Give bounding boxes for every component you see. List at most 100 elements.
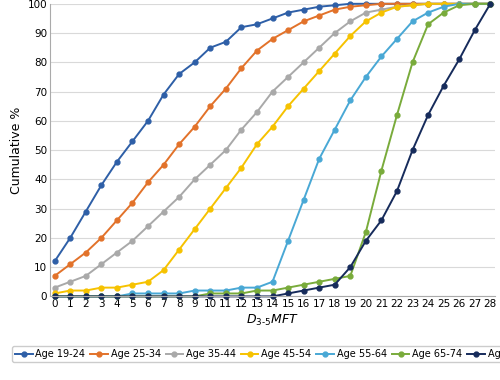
Age 35-44 <box>114 250 120 255</box>
Age 65-74 <box>130 294 136 299</box>
Age 75+ <box>472 28 478 32</box>
Age 45-54 <box>67 288 73 293</box>
Age 55-64 <box>98 294 104 299</box>
Age 75+ <box>348 265 354 269</box>
Age 65-74 <box>410 60 416 65</box>
Age 55-64 <box>114 294 120 299</box>
Age 55-64 <box>394 36 400 41</box>
Age 35-44 <box>270 89 276 94</box>
Age 75+ <box>394 189 400 193</box>
Age 19-24 <box>410 2 416 6</box>
Age 19-24 <box>440 2 446 6</box>
Age 19-24 <box>254 22 260 27</box>
Age 35-44 <box>145 224 151 228</box>
Y-axis label: Cumulative %: Cumulative % <box>10 106 24 194</box>
Age 35-44 <box>254 110 260 114</box>
Age 19-24 <box>378 2 384 6</box>
Age 19-24 <box>332 3 338 8</box>
Age 19-24 <box>223 40 229 44</box>
Age 65-74 <box>176 294 182 299</box>
Age 19-24 <box>238 25 244 30</box>
Age 55-64 <box>332 127 338 132</box>
Age 19-24 <box>67 236 73 240</box>
Age 35-44 <box>348 19 354 24</box>
Age 65-74 <box>145 294 151 299</box>
Age 65-74 <box>378 168 384 173</box>
Age 45-54 <box>208 206 214 211</box>
Age 25-34 <box>363 3 369 8</box>
Age 65-74 <box>348 274 354 278</box>
Age 25-34 <box>176 142 182 147</box>
Line: Age 35-44: Age 35-44 <box>52 2 493 290</box>
Age 55-64 <box>425 10 431 15</box>
Age 25-34 <box>208 104 214 109</box>
Age 25-34 <box>472 2 478 6</box>
Age 45-54 <box>254 142 260 147</box>
Age 65-74 <box>254 288 260 293</box>
Legend: Age 19-24, Age 25-34, Age 35-44, Age 45-54, Age 55-64, Age 65-74, Age 75+: Age 19-24, Age 25-34, Age 35-44, Age 45-… <box>12 346 500 362</box>
Age 55-64 <box>316 157 322 161</box>
Age 55-64 <box>472 2 478 6</box>
Age 55-64 <box>254 285 260 290</box>
Age 25-34 <box>394 2 400 6</box>
Age 19-24 <box>285 10 291 15</box>
Age 75+ <box>425 113 431 117</box>
Line: Age 75+: Age 75+ <box>52 2 493 299</box>
Age 45-54 <box>488 2 494 6</box>
Age 55-64 <box>52 294 58 299</box>
Age 55-64 <box>410 19 416 24</box>
Age 55-64 <box>238 285 244 290</box>
Age 75+ <box>488 2 494 6</box>
Age 35-44 <box>208 163 214 167</box>
Age 45-54 <box>176 247 182 252</box>
Line: Age 45-54: Age 45-54 <box>52 2 493 296</box>
Age 75+ <box>332 282 338 287</box>
Age 25-34 <box>130 201 136 205</box>
Age 25-34 <box>332 7 338 12</box>
Age 25-34 <box>378 2 384 6</box>
Age 55-64 <box>456 2 462 6</box>
Age 75+ <box>440 84 446 88</box>
Age 65-74 <box>300 282 306 287</box>
Age 35-44 <box>410 3 416 8</box>
Age 25-34 <box>456 2 462 6</box>
Age 55-64 <box>270 280 276 284</box>
Age 45-54 <box>394 5 400 9</box>
Age 25-34 <box>410 2 416 6</box>
Age 75+ <box>67 294 73 299</box>
Age 35-44 <box>332 31 338 35</box>
Age 65-74 <box>332 277 338 281</box>
Age 19-24 <box>488 2 494 6</box>
Age 65-74 <box>98 294 104 299</box>
Age 19-24 <box>425 2 431 6</box>
Age 65-74 <box>223 291 229 296</box>
Age 65-74 <box>160 294 166 299</box>
Age 35-44 <box>67 280 73 284</box>
Age 55-64 <box>67 294 73 299</box>
Age 75+ <box>160 294 166 299</box>
Age 35-44 <box>130 239 136 243</box>
Age 55-64 <box>160 291 166 296</box>
Age 19-24 <box>83 209 89 214</box>
Age 75+ <box>285 291 291 296</box>
Age 55-64 <box>285 239 291 243</box>
Age 25-34 <box>192 124 198 129</box>
Age 75+ <box>52 294 58 299</box>
Age 55-64 <box>488 2 494 6</box>
Age 35-44 <box>160 209 166 214</box>
Age 75+ <box>410 148 416 152</box>
Age 25-34 <box>285 28 291 32</box>
Age 65-74 <box>440 10 446 15</box>
Age 35-44 <box>378 7 384 12</box>
Age 45-54 <box>410 3 416 8</box>
Age 35-44 <box>472 2 478 6</box>
Line: Age 65-74: Age 65-74 <box>52 2 493 299</box>
Age 19-24 <box>145 119 151 123</box>
Age 19-24 <box>176 72 182 76</box>
Age 35-44 <box>98 262 104 266</box>
Age 65-74 <box>114 294 120 299</box>
Age 25-34 <box>114 218 120 223</box>
Age 19-24 <box>348 2 354 6</box>
Age 25-34 <box>254 48 260 53</box>
Age 55-64 <box>83 294 89 299</box>
